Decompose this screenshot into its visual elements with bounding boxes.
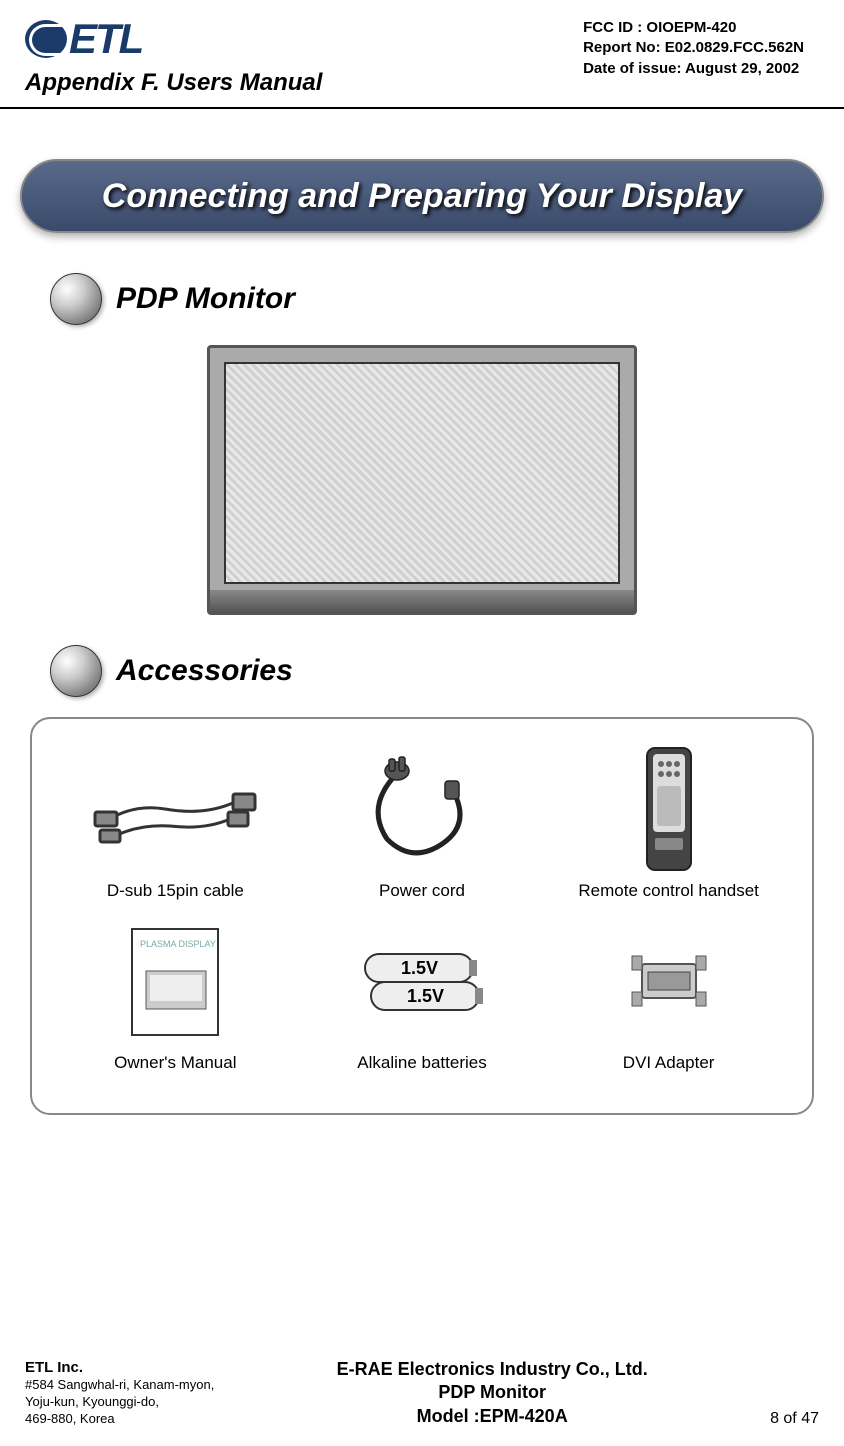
accessories-section-label: Accessories [116,654,293,688]
bullet-ball-icon [50,645,102,697]
footer-addr-line: #584 Sangwhal-ri, Kanam-myon, [25,1377,214,1394]
svg-text:1.5V: 1.5V [407,986,444,1006]
dsub-cable-icon [85,749,265,869]
accessory-label: Alkaline batteries [357,1053,486,1073]
svg-text:PLASMA DISPLAY: PLASMA DISPLAY [140,939,216,949]
bullet-ball-icon [50,273,102,325]
accessories-row-1: D-sub 15pin cable [52,749,792,901]
footer-addr-line: 469-880, Korea [25,1411,214,1428]
page-content: Connecting and Preparing Your Display PD… [0,109,844,1115]
owners-manual-icon: PLASMA DISPLAY [120,921,230,1041]
svg-text:1.5V: 1.5V [401,958,438,978]
accessory-item: Power cord [312,749,532,901]
accessory-item: PLASMA DISPLAY Owner's Manual [65,921,285,1073]
accessory-item: DVI Adapter [559,921,779,1073]
section-head-accessories: Accessories [50,645,794,697]
document-header: ETL Appendix F. Users Manual FCC ID : OI… [0,0,844,109]
issue-date: Date of issue: August 29, 2002 [583,59,804,79]
accessory-item: 1.5V 1.5V Alkaline batteries [312,921,532,1073]
footer-company: ETL Inc. [25,1358,214,1378]
accessories-row-2: PLASMA DISPLAY Owner's Manual 1.5V [52,921,792,1073]
accessory-item: Remote control handset [559,749,779,901]
remote-control-icon [639,749,699,869]
monitor-base [210,590,634,612]
accessory-item: D-sub 15pin cable [65,749,285,901]
monitor-screen [224,362,620,584]
batteries-icon: 1.5V 1.5V [347,921,497,1041]
page-banner: Connecting and Preparing Your Display [20,159,824,233]
accessory-label: Remote control handset [578,881,759,901]
footer-center: E-RAE Electronics Industry Co., Ltd. PDP… [337,1358,648,1428]
footer-address: ETL Inc. #584 Sangwhal-ri, Kanam-myon, Y… [25,1358,214,1428]
accessories-box: D-sub 15pin cable [30,717,814,1115]
header-meta: FCC ID : OIOEPM-420 Report No: E02.0829.… [583,18,804,79]
footer-manufacturer: E-RAE Electronics Industry Co., Ltd. [337,1358,648,1381]
pdp-monitor-icon [207,345,637,615]
page-footer: ETL Inc. #584 Sangwhal-ri, Kanam-myon, Y… [0,1358,844,1428]
accessory-label: D-sub 15pin cable [107,881,244,901]
monitor-illustration-wrap [10,345,834,615]
etl-logo-icon [25,20,67,58]
power-cord-icon [357,749,487,869]
banner-text: Connecting and Preparing Your Display [102,177,742,216]
logo-text: ETL [69,15,142,63]
dvi-adapter-icon [614,921,724,1041]
report-no: Report No: E02.0829.FCC.562N [583,38,804,58]
page-number: 8 of 47 [770,1410,819,1428]
footer-product: PDP Monitor [337,1381,648,1404]
accessory-label: Owner's Manual [114,1053,236,1073]
section-head-pdp: PDP Monitor [50,273,794,325]
footer-addr-line: Yoju-kun, Kyounggi-do, [25,1394,214,1411]
footer-model: Model :EPM-420A [337,1405,648,1428]
fcc-id: FCC ID : OIOEPM-420 [583,18,804,38]
accessory-label: DVI Adapter [623,1053,715,1073]
accessory-label: Power cord [379,881,465,901]
pdp-section-label: PDP Monitor [116,282,295,316]
